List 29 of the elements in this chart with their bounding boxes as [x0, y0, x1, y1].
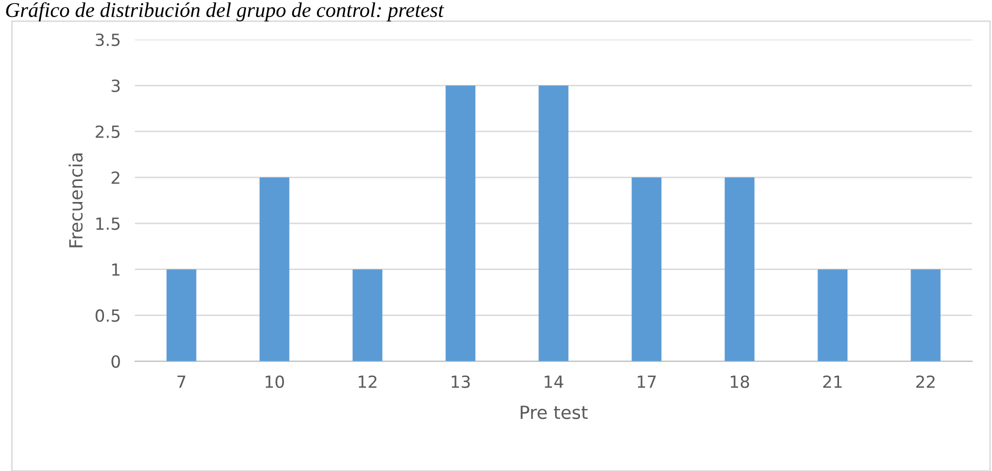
- bar: [166, 269, 196, 362]
- y-tick-label: 0.5: [96, 309, 120, 322]
- x-tick-label: 14: [544, 376, 564, 388]
- bar: [910, 269, 941, 362]
- bar: [446, 86, 476, 362]
- x-tick-label: 17: [638, 376, 656, 388]
- x-axis-title: Pre test: [520, 406, 588, 420]
- y-tick-label: 3.5: [96, 34, 120, 46]
- x-tick-label: 21: [823, 375, 842, 388]
- y-tick-label: 2: [112, 171, 120, 184]
- x-tick-label: 18: [730, 375, 750, 388]
- bar: [818, 269, 848, 362]
- chart-title: Gráfico de distribución del grupo de control: pretest: [6, 2, 444, 22]
- y-tick-label: 2.5: [96, 125, 120, 138]
- y-tick-label: 1: [112, 264, 120, 276]
- x-tick-label: 10: [266, 375, 284, 388]
- bar: [352, 269, 382, 362]
- y-axis-title: Frecuencia: [68, 153, 83, 248]
- bar: [260, 177, 290, 362]
- x-tick-label: 7: [177, 376, 186, 388]
- x-tick-label: 12: [358, 375, 376, 388]
- x-tick-label: 22: [916, 375, 935, 388]
- y-tick-label: 1.5: [96, 218, 120, 230]
- bar: [632, 177, 662, 362]
- bar: [724, 177, 754, 362]
- bar: [538, 86, 568, 362]
- y-tick-label: 3: [112, 79, 120, 92]
- x-tick-label: 13: [452, 375, 470, 388]
- y-tick-label: 0: [112, 355, 120, 368]
